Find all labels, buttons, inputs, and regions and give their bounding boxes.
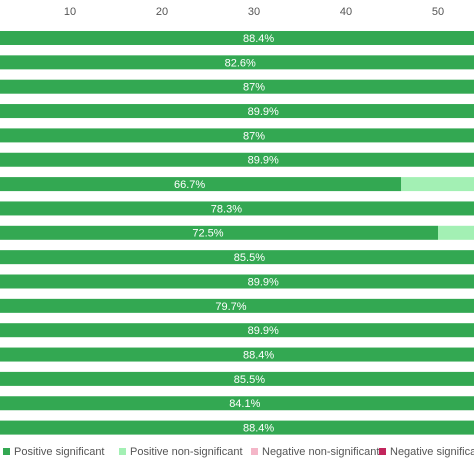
x-tick-label: 50	[432, 6, 444, 18]
value-label: 89.9%	[248, 276, 279, 288]
legend-swatch	[119, 448, 126, 455]
value-label: 72.5%	[192, 228, 223, 240]
bar-segment	[0, 128, 474, 143]
bar-segment	[0, 420, 474, 435]
bar-segment	[0, 250, 474, 265]
value-label: 87%	[243, 130, 265, 142]
value-label: 85.5%	[234, 374, 265, 386]
legend-swatch	[379, 448, 386, 455]
legend-swatch	[251, 448, 258, 455]
bar-segment	[0, 225, 438, 240]
bar-segment	[0, 201, 474, 216]
value-label: 89.9%	[248, 325, 279, 337]
bar-segment	[0, 371, 474, 386]
x-tick-label: 10	[64, 6, 76, 18]
value-label: 82.6%	[225, 57, 256, 69]
value-label: 88.4%	[243, 423, 274, 435]
value-label: 79.7%	[215, 301, 246, 313]
bar-segment	[401, 177, 474, 192]
bar-segment	[0, 323, 474, 338]
value-label: 85.5%	[234, 252, 265, 264]
value-label: 87%	[243, 82, 265, 94]
value-label: 88.4%	[243, 349, 274, 361]
bar-segment	[0, 104, 474, 119]
value-label: 89.9%	[248, 106, 279, 118]
bar-segment	[0, 274, 474, 289]
bar-segment	[0, 298, 474, 313]
value-label: 89.9%	[248, 155, 279, 167]
x-tick-label: 30	[248, 6, 260, 18]
bar-segment	[0, 347, 474, 362]
bar-segment	[0, 396, 474, 411]
x-tick-label: 20	[156, 6, 168, 18]
bar-segment	[438, 225, 474, 240]
bar-segment	[0, 31, 474, 45]
legend-label: Positive non-significant	[130, 446, 243, 458]
legend-label: Negative non-significant	[262, 446, 379, 458]
bar-segment	[0, 177, 402, 192]
legend-swatch	[3, 448, 10, 455]
bar-segment	[0, 55, 474, 70]
legend-label: Negative significant	[390, 446, 474, 458]
bar-segment	[0, 152, 474, 167]
value-label: 66.7%	[174, 179, 205, 191]
value-label: 88.4%	[243, 33, 274, 45]
bar-segment	[0, 79, 474, 94]
value-label: 78.3%	[211, 203, 242, 215]
legend-label: Positive significant	[14, 446, 105, 458]
x-tick-label: 40	[340, 6, 352, 18]
value-label: 84.1%	[229, 398, 260, 410]
